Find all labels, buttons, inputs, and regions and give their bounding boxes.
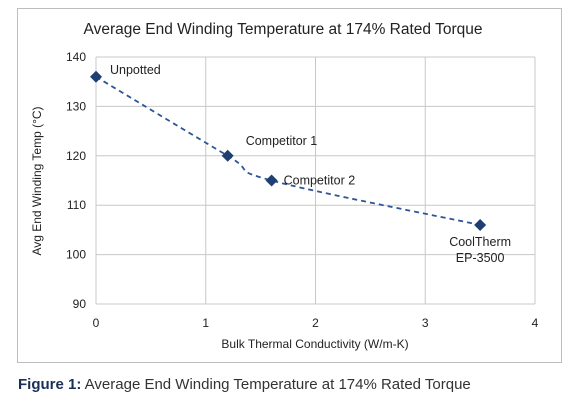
x-tick-label: 4 xyxy=(532,316,539,330)
x-tick-label: 0 xyxy=(93,316,100,330)
x-tick-label: 1 xyxy=(202,316,209,330)
data-point-label: Competitor 2 xyxy=(284,174,356,188)
y-tick-label: 100 xyxy=(66,248,86,262)
data-point-label-line: Competitor 2 xyxy=(284,174,356,188)
y-tick-labels: 90 100 110 120 130 140 xyxy=(66,50,86,311)
caption-prefix: Figure 1: xyxy=(18,376,82,393)
grid xyxy=(95,56,536,305)
trend-line xyxy=(95,75,481,226)
x-axis-label: Bulk Thermal Conductivity (W/m-K) xyxy=(221,337,408,351)
y-tick-label: 110 xyxy=(67,198,86,212)
data-point-label-line: CoolTherm xyxy=(449,235,511,249)
x-tick-label: 2 xyxy=(312,316,319,330)
point-labels: Unpotted Competitor 1 Competitor 2 CoolTher… xyxy=(110,63,511,265)
data-point-marker xyxy=(265,174,278,187)
figure-caption: Figure 1: Average End Winding Temperatur… xyxy=(18,376,471,393)
y-axis-label: Avg End Winding Temp (°C) xyxy=(30,106,44,255)
data-point-label: Unpotted xyxy=(110,63,161,77)
y-tick-label: 120 xyxy=(66,149,86,163)
y-tick-label: 140 xyxy=(66,50,86,64)
chart: Average End Winding Temperature at 174% … xyxy=(30,21,539,351)
data-point-label: CoolTherm EP-3500 xyxy=(449,235,511,265)
x-tick-labels: 0 1 2 3 4 xyxy=(93,316,539,330)
data-points xyxy=(90,70,487,231)
data-point-label: Competitor 1 xyxy=(246,134,318,148)
data-point-marker xyxy=(221,149,234,162)
x-tick-label: 3 xyxy=(422,316,429,330)
data-point-label-line: Competitor 1 xyxy=(246,134,318,148)
data-point-marker xyxy=(90,70,102,83)
chart-title: Average End Winding Temperature at 174% … xyxy=(84,21,483,38)
data-point-label-line: Unpotted xyxy=(110,63,161,77)
caption-text: Average End Winding Temperature at 174% … xyxy=(81,376,471,393)
y-tick-label: 130 xyxy=(66,99,86,113)
data-point-label-line: EP-3500 xyxy=(456,251,505,265)
y-tick-label: 90 xyxy=(73,297,87,311)
data-point-marker xyxy=(474,218,487,231)
